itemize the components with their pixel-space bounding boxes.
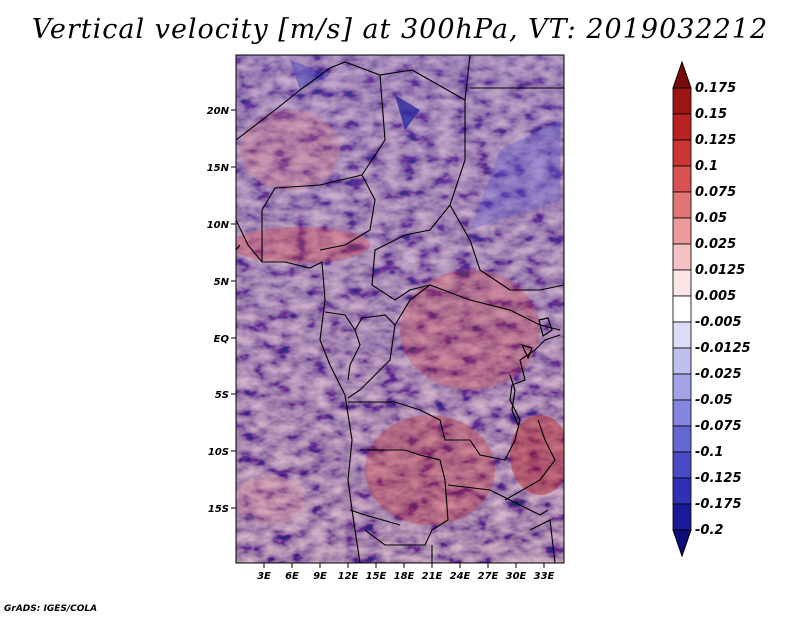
colorbar-label: -0.175 (695, 497, 742, 512)
colorbar-top-arrow (672, 60, 692, 89)
colorbar-segment (672, 87, 692, 115)
colorbar-segment (672, 425, 692, 453)
colorbar-segment (672, 503, 692, 531)
colorbar-label: 0.1 (695, 159, 718, 174)
grads-credit: GrADS: IGES/COLA (4, 604, 98, 614)
colorbar-label: 0.05 (695, 211, 727, 226)
lon-tick-label: 24E (450, 571, 471, 582)
map-title: Vertical velocity [m/s] at 300hPa, VT: 2… (31, 14, 769, 45)
colorbar-bottom-arrow (672, 529, 692, 558)
lon-tick-label: 3E (257, 571, 271, 582)
lon-tick-label: 18E (394, 571, 415, 582)
lon-tick-label: 9E (313, 571, 327, 582)
colorbar-segment (672, 451, 692, 479)
lat-tick-label: 20N (207, 106, 230, 117)
colorbar-segment (672, 139, 692, 167)
colorbar-segment (672, 191, 692, 219)
colorbar-label: -0.025 (695, 367, 742, 382)
colorbar-label: 0.0125 (695, 263, 745, 278)
colorbar-segment (672, 113, 692, 141)
colorbar-segment (672, 217, 692, 245)
colorbar-label: 0.125 (695, 133, 736, 148)
lon-tick-label: 33E (534, 571, 555, 582)
colorbar-segment (672, 295, 692, 323)
lon-tick-label: 12E (338, 571, 359, 582)
lon-tick-label: 21E (422, 571, 443, 582)
lat-tick-label: 15N (207, 163, 230, 174)
colorbar-segment (672, 347, 692, 375)
lat-tick-label: 10N (207, 220, 230, 231)
colorbar-label: 0.025 (695, 237, 736, 252)
latitude-axis: 20N 15N 10N 5N EQ 5S 10S 15S (207, 106, 236, 515)
colorbar-label: 0.175 (695, 81, 736, 96)
lon-tick-label: 30E (506, 571, 527, 582)
map-frame (235, 54, 565, 564)
colorbar-label: -0.125 (695, 471, 742, 486)
colorbar-segment (672, 321, 692, 349)
colorbar-label: -0.2 (695, 523, 723, 538)
lakes (509, 317, 553, 426)
colorbar-label: -0.005 (695, 315, 742, 330)
lat-tick-label: EQ (214, 334, 230, 345)
longitude-axis: 3E 6E 9E 12E 15E 18E 21E 24E 27E 30E 33E (257, 563, 555, 582)
colorbar-segment (672, 165, 692, 193)
lat-tick-label: 15S (208, 504, 229, 515)
lon-tick-label: 15E (366, 571, 387, 582)
colorbar-segment (672, 477, 692, 505)
colorbar-label: 0.075 (695, 185, 736, 200)
vertical-velocity-field (236, 55, 564, 563)
colorbar-segment (672, 399, 692, 427)
country-borders (236, 55, 564, 563)
colorbar-segment (672, 243, 692, 271)
colorbar-label: -0.0125 (695, 341, 751, 356)
lat-tick-label: 5N (214, 277, 230, 288)
colorbar: 0.175 0.15 0.125 0.1 0.075 0.05 0.025 0.0125 0.0… (672, 60, 751, 558)
lon-tick-label: 27E (478, 571, 499, 582)
lat-tick-label: 10S (208, 447, 229, 458)
lat-tick-label: 5S (215, 390, 229, 401)
lon-tick-label: 6E (285, 571, 299, 582)
colorbar-label: -0.1 (695, 445, 723, 460)
colorbar-segment (672, 373, 692, 401)
colorbar-segment (672, 269, 692, 297)
colorbar-label: 0.005 (695, 289, 736, 304)
colorbar-label: 0.15 (695, 107, 727, 122)
colorbar-label: -0.075 (695, 419, 742, 434)
colorbar-label: -0.05 (695, 393, 732, 408)
